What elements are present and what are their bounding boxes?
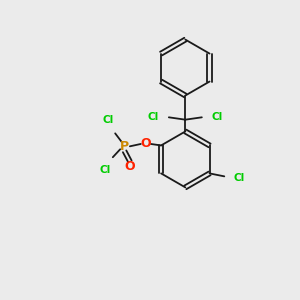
Text: P: P xyxy=(120,140,129,153)
Text: Cl: Cl xyxy=(212,112,223,122)
Text: O: O xyxy=(140,137,151,151)
Text: Cl: Cl xyxy=(233,173,244,183)
Text: Cl: Cl xyxy=(102,115,113,124)
Text: O: O xyxy=(124,160,135,173)
Text: Cl: Cl xyxy=(99,165,110,175)
Text: Cl: Cl xyxy=(148,112,159,122)
